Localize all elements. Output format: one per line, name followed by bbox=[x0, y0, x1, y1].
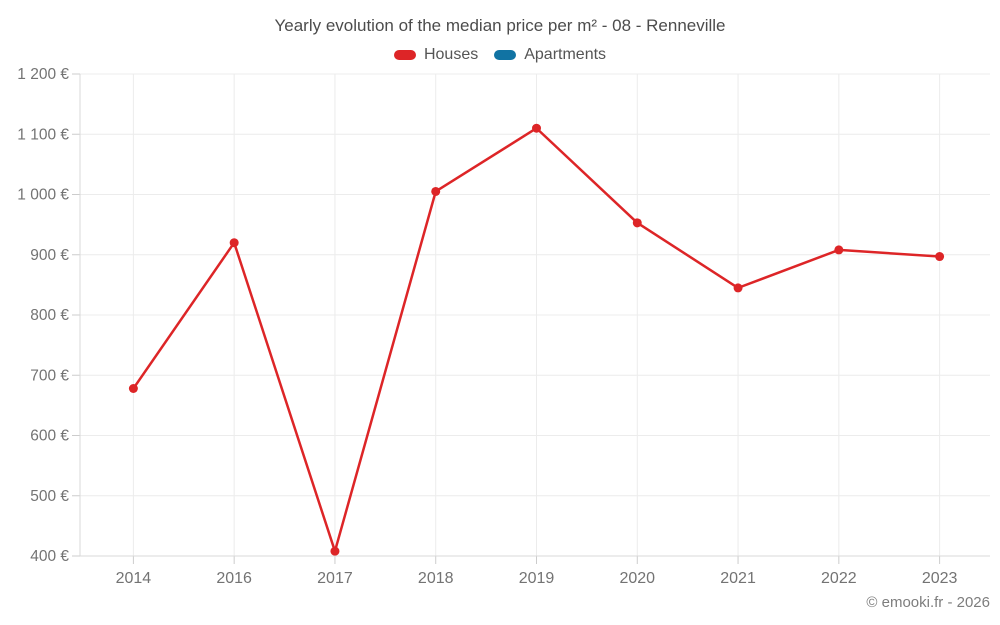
data-point-houses-2023 bbox=[935, 252, 945, 262]
x-axis-label: 2016 bbox=[216, 570, 252, 587]
x-axis-label: 2023 bbox=[922, 570, 958, 587]
data-point-houses-2017 bbox=[330, 546, 340, 556]
x-axis-label: 2017 bbox=[317, 570, 353, 587]
x-axis-label: 2020 bbox=[619, 570, 655, 587]
y-axis-label: 400 € bbox=[30, 548, 69, 565]
y-axis-label: 1 200 € bbox=[17, 66, 69, 83]
data-point-houses-2016 bbox=[229, 238, 239, 248]
legend-label-houses: Houses bbox=[423, 46, 479, 63]
y-axis-label: 1 000 € bbox=[17, 187, 69, 204]
chart-title: Yearly evolution of the median price per… bbox=[274, 16, 726, 35]
x-axis-label: 2018 bbox=[418, 570, 454, 587]
data-point-houses-2019 bbox=[532, 123, 541, 133]
x-axis-label: 2021 bbox=[720, 570, 756, 587]
data-point-houses-2014 bbox=[128, 384, 138, 394]
data-point-houses-2020 bbox=[632, 218, 642, 228]
y-axis-label: 900 € bbox=[30, 247, 69, 264]
chart-legend: Houses Apartments bbox=[0, 46, 1000, 64]
data-point-houses-2022 bbox=[834, 245, 844, 255]
y-axis-label: 600 € bbox=[30, 428, 69, 445]
houses-legend-swatch-icon bbox=[393, 50, 416, 60]
copyright: © emooki.fr - 2026 bbox=[866, 594, 990, 611]
y-axis-label: 1 100 € bbox=[17, 126, 69, 143]
y-axis-label: 700 € bbox=[30, 367, 69, 384]
legend-item-houses[interactable]: Houses bbox=[393, 46, 479, 64]
y-axis-label: 800 € bbox=[30, 307, 69, 324]
data-point-houses-2018 bbox=[431, 186, 441, 196]
data-point-houses-2021 bbox=[733, 283, 743, 293]
y-axis-label: 500 € bbox=[30, 488, 69, 505]
legend-item-apartments[interactable]: Apartments bbox=[494, 46, 606, 64]
apartments-legend-swatch-icon bbox=[494, 50, 517, 60]
x-axis-label: 2014 bbox=[116, 570, 152, 587]
x-axis-label: 2019 bbox=[519, 570, 555, 587]
x-axis-label: 2022 bbox=[821, 570, 857, 587]
legend-label-apartments: Apartments bbox=[524, 46, 607, 63]
